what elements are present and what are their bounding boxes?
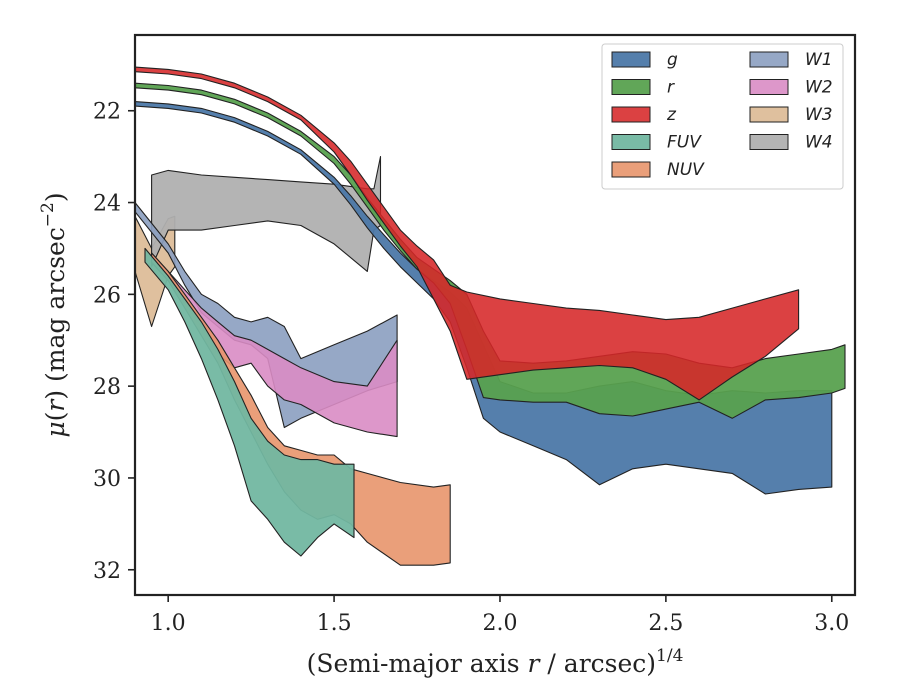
- tick-labels: 1.0 1.5 2.0 2.5 3.0 22 24 26 28 30 32: [93, 100, 849, 636]
- x-tick-label: 3.0: [814, 611, 849, 636]
- legend-label-r: r: [667, 78, 675, 98]
- legend-swatch-z: [611, 106, 651, 123]
- band-z: [134, 66, 800, 401]
- legend-label-w3: W3: [805, 105, 833, 125]
- x-tick-label: 1.0: [151, 611, 186, 636]
- legend-label-fuv: FUV: [667, 133, 702, 153]
- legend-swatch-fuv: [611, 134, 651, 150]
- axis-ticks: [128, 109, 833, 602]
- chart-bands: [134, 66, 846, 566]
- legend-label-w1: W1: [805, 50, 833, 70]
- band-fuv: [144, 247, 355, 557]
- x-axis-title: (Semi-major axis r / arcsec)1/4: [307, 646, 684, 678]
- plot-frame: [133, 33, 857, 597]
- x-tick-label: 2.5: [648, 611, 683, 636]
- y-tick-label: 32: [93, 559, 121, 584]
- legend-swatch-g: [611, 51, 651, 68]
- y-tick-label: 28: [93, 375, 121, 400]
- y-tick-label: 30: [93, 467, 121, 492]
- x-tick-label: 1.5: [317, 611, 352, 636]
- legend-swatch-w1: [749, 51, 789, 68]
- legend-swatch-w4: [749, 134, 789, 150]
- legend: grz FUV NUV W1 W2 W3 W4: [601, 43, 844, 190]
- legend-label-w2: W2: [805, 78, 833, 98]
- legend-swatch-r: [611, 79, 651, 95]
- legend-swatch-w2: [749, 79, 789, 95]
- legend-label-w4: W4: [805, 133, 833, 153]
- y-axis-title: μ(r) (mag arcsec−2): [38, 192, 70, 437]
- legend-label-g: g: [667, 50, 678, 70]
- legend-swatch-w3: [749, 106, 789, 123]
- legend-swatch-nuv: [611, 161, 651, 178]
- legend-label-nuv: NUV: [667, 160, 705, 180]
- y-tick-label: 22: [93, 100, 121, 125]
- y-tick-label: 26: [93, 283, 121, 308]
- legend-label-z: z: [666, 105, 677, 125]
- x-tick-label: 2.0: [482, 611, 517, 636]
- y-tick-label: 24: [93, 192, 121, 217]
